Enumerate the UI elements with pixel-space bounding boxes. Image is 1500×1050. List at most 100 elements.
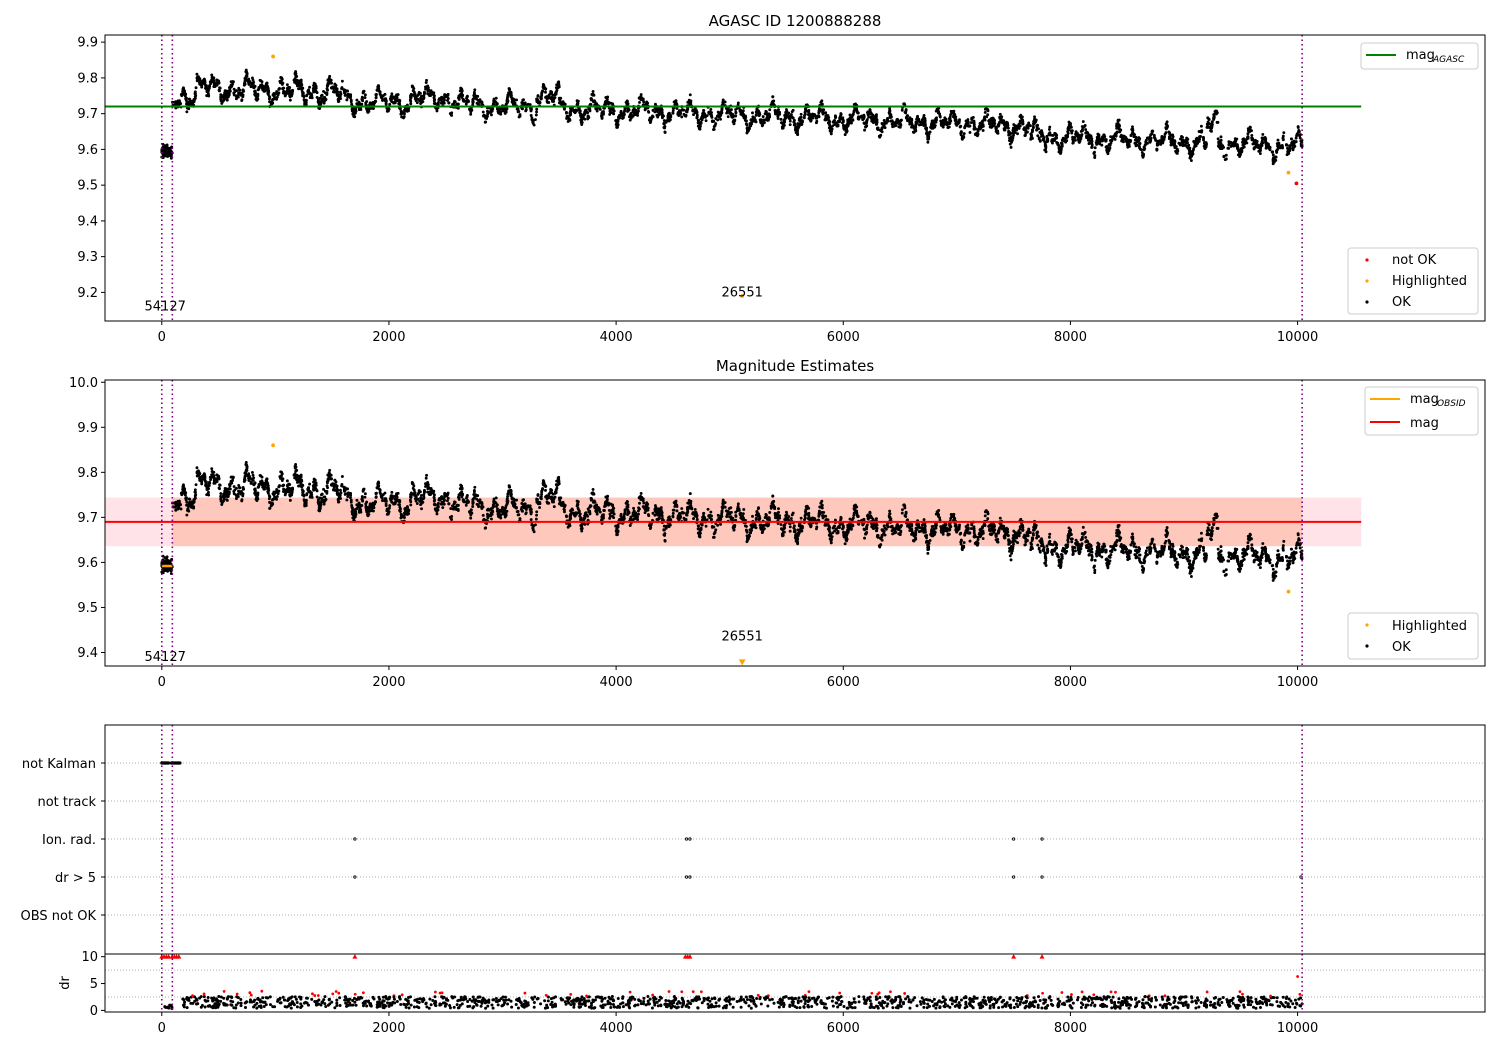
data-point-ok (424, 81, 428, 85)
data-point-ok (1164, 122, 1168, 126)
data-point-ok (381, 94, 385, 98)
data-point-ok (1097, 133, 1101, 137)
data-point-ok (924, 126, 927, 130)
data-point-ok (1018, 121, 1022, 125)
data-point-ok (450, 113, 454, 117)
data-point-ok (1271, 567, 1275, 571)
data-point-ok (876, 126, 880, 130)
data-point-ok (1138, 146, 1142, 150)
data-point-ok (1155, 147, 1159, 151)
data-point-ok (1210, 129, 1213, 133)
data-point-ok (236, 93, 240, 97)
data-point-ok (648, 117, 652, 121)
data-point-ok (583, 110, 587, 114)
data-point-ok (405, 109, 409, 113)
data-point-ok (676, 110, 680, 114)
x-axis: 0 2000 4000 6000 8000 10000 (158, 321, 1318, 345)
data-point-ok (1163, 132, 1167, 136)
data-point-ok (688, 99, 692, 103)
data-point-ok (904, 116, 908, 120)
data-point-ok (1044, 144, 1048, 148)
data-point-ok (535, 110, 539, 114)
data-point-ok (1255, 140, 1259, 143)
data-point-ok (717, 112, 721, 116)
legend-status: not OK Highlighted OK (1347, 247, 1479, 315)
data-point-ok (225, 90, 229, 94)
data-point-ok (836, 120, 840, 124)
data-point-ok (656, 115, 660, 119)
data-point-ok (1277, 143, 1281, 147)
data-point-ok (349, 94, 353, 98)
data-point-ok (1293, 144, 1297, 148)
data-point-ok (978, 535, 982, 539)
data-point-ok (838, 116, 842, 120)
data-point-ok (1076, 138, 1080, 142)
data-point-ok (266, 88, 270, 92)
data-point-ok (1199, 135, 1203, 138)
data-point-ok (1079, 129, 1083, 133)
data-point-ok (1165, 526, 1169, 530)
data-point-ok (1192, 147, 1196, 150)
data-point-ok (829, 132, 833, 136)
data-point-ok (798, 122, 802, 126)
data-point-ok (1050, 138, 1054, 142)
data-point-ok (308, 85, 312, 89)
data-point-ok (572, 108, 576, 112)
data-point-ok (1224, 153, 1228, 157)
data-point-ok (1143, 147, 1147, 150)
data-point-ok (1087, 133, 1091, 137)
data-point-ok (938, 114, 942, 118)
data-point-ok (272, 94, 276, 98)
data-point-ok (771, 95, 775, 99)
data-point-ok (181, 86, 185, 90)
data-point-ok (1214, 110, 1218, 114)
data-point-ok (964, 119, 968, 123)
data-point-ok (730, 115, 734, 119)
data-point-ok (709, 107, 713, 111)
data-point-ok (868, 108, 872, 111)
legend-marker (1365, 279, 1369, 283)
data-point-ok (591, 90, 595, 93)
x-tick-label: 2000 (372, 330, 405, 345)
data-point-ok (1199, 129, 1203, 133)
data-point-ok (494, 96, 498, 100)
data-point-ok (1201, 135, 1205, 139)
data-point-ok (220, 100, 224, 104)
data-point-ok (475, 97, 478, 101)
data-point-ok (251, 78, 255, 82)
data-point-ok (195, 72, 199, 76)
data-point-ok (422, 92, 426, 96)
data-point-ok (441, 506, 445, 510)
data-point-ok (1294, 136, 1298, 140)
data-point-highlighted (740, 294, 745, 298)
data-point-ok (357, 108, 361, 112)
data-point-ok (288, 94, 292, 98)
data-point-ok (204, 86, 207, 90)
data-point-ok (674, 100, 678, 104)
data-point-ok (1119, 128, 1123, 132)
data-point-ok (1224, 157, 1228, 161)
data-point-ok (1036, 134, 1040, 138)
data-point-ok (554, 90, 558, 94)
data-point-ok (704, 119, 708, 123)
data-point-ok (831, 124, 835, 128)
data-point-ok (592, 100, 595, 104)
data-point-ok (1185, 145, 1189, 149)
data-point-ok (327, 80, 331, 84)
data-point-ok (338, 90, 342, 94)
data-point-ok (1127, 143, 1131, 146)
data-point-ok (833, 114, 837, 118)
data-point-ok (946, 125, 950, 129)
data-point-ok (1073, 138, 1077, 142)
data-point-ok (706, 507, 710, 511)
data-point-ok (1222, 154, 1226, 158)
data-point-ok (952, 113, 956, 116)
data-point-ok (914, 120, 918, 124)
data-point-ok (1235, 143, 1239, 147)
data-point-ok (1148, 140, 1152, 144)
data-point-ok (605, 96, 609, 100)
obs-id-label: 54127 (145, 300, 186, 315)
data-point-ok (922, 113, 926, 117)
data-point-ok (508, 91, 512, 94)
data-point-ok (719, 117, 722, 121)
